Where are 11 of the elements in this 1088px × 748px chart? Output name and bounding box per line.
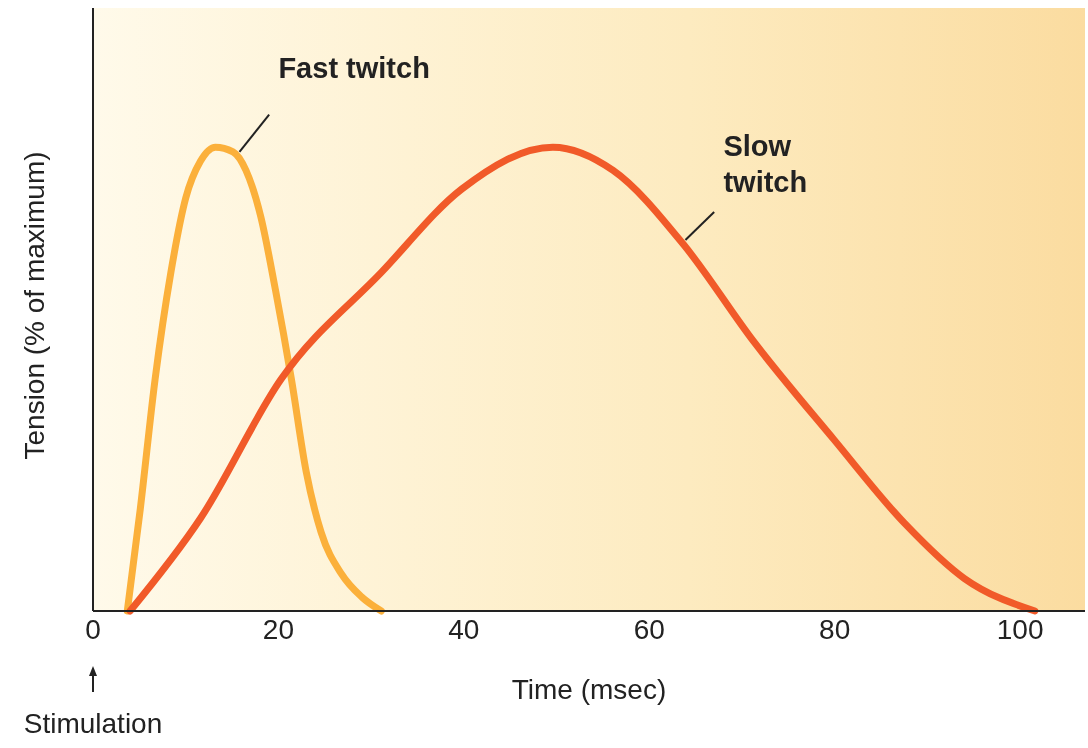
x-tick-label: 80 bbox=[819, 613, 851, 645]
x-tick-label: 100 bbox=[996, 613, 1044, 645]
text: Slow twitch bbox=[723, 130, 808, 199]
x-tick-label: 60 bbox=[633, 613, 665, 645]
x-axis-title: Time (msec) bbox=[511, 673, 667, 705]
x-tick-label: 0 bbox=[85, 613, 101, 645]
x-tick-label: 40 bbox=[448, 613, 480, 645]
text: Fast twitch bbox=[278, 51, 430, 84]
x-tick-label: 20 bbox=[262, 613, 294, 645]
text: Stimulation bbox=[23, 708, 163, 739]
y-axis-title: Tension (% of maximum) bbox=[18, 151, 50, 460]
